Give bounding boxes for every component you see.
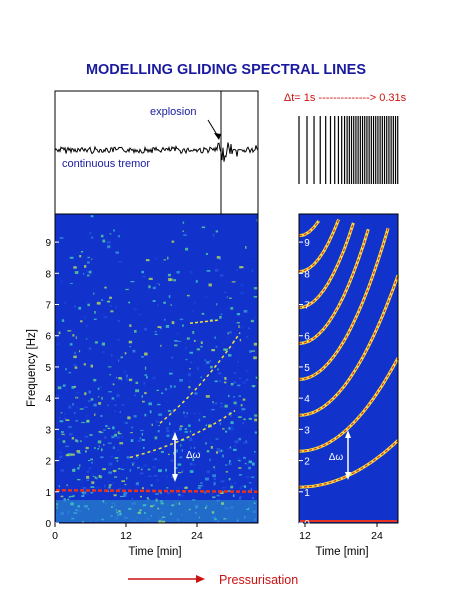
- y-tick-label: 9: [45, 238, 51, 249]
- y-tick-label: 2: [45, 457, 51, 468]
- y-tick-label: 0: [304, 519, 310, 530]
- y-tick-label: 5: [304, 363, 310, 374]
- y-tick-label: 3: [45, 425, 51, 436]
- seismogram-trace: [54, 142, 259, 162]
- y-tick-label: 4: [45, 394, 51, 405]
- x-tick-label: 12: [299, 530, 311, 542]
- y-tick-label: 6: [304, 332, 310, 343]
- x-tick-label: 12: [120, 530, 132, 542]
- model-harmonic-core: [298, 222, 354, 309]
- right-x-axis-label: Time [min]: [315, 546, 368, 558]
- left-delta-omega-label: Δω: [186, 450, 201, 461]
- pressurisation-indicator: Pressurisation: [128, 573, 298, 587]
- pressurisation-label: Pressurisation: [219, 573, 298, 587]
- x-tick-label: 0: [52, 530, 58, 542]
- y-tick-label: 2: [304, 457, 310, 468]
- y-tick-label: 9: [304, 238, 310, 249]
- left-y-axis-label: Frequency [Hz]: [26, 329, 38, 407]
- y-tick-label: 7: [304, 301, 310, 312]
- delta-t-label: Δt= 1s --------------> 0.31s: [284, 92, 407, 104]
- y-tick-label: 7: [45, 301, 51, 312]
- left-fundamental-line: [55, 488, 259, 494]
- left-harmonic-line: [159, 332, 241, 424]
- model-harmonic-core: [298, 229, 369, 345]
- model-harmonic-core: [298, 275, 399, 416]
- seismogram-panel: explosion continuous tremor: [54, 90, 259, 215]
- model-harmonic-core: [298, 219, 340, 273]
- y-tick-label: 3: [304, 425, 310, 436]
- y-tick-label: 1: [304, 488, 310, 499]
- left-x-axis-label: Time [min]: [128, 546, 181, 558]
- y-tick-label: 5: [45, 363, 51, 374]
- tremor-label: continuous tremor: [62, 158, 150, 170]
- explosion-arrow-head: [214, 133, 221, 140]
- y-tick-label: 1: [45, 488, 51, 499]
- right-delta-omega-label: Δω: [329, 452, 344, 463]
- explosion-label: explosion: [150, 106, 196, 118]
- y-tick-label: 6: [45, 332, 51, 343]
- pulse-train-panel: [298, 116, 399, 184]
- y-tick-label: 8: [304, 269, 310, 280]
- y-tick-label: 8: [45, 269, 51, 280]
- y-tick-label: 4: [304, 394, 310, 405]
- figure-title: MODELLING GLIDING SPECTRAL LINES: [86, 62, 366, 78]
- x-tick-label: 24: [191, 530, 203, 542]
- left-harmonic-line: [129, 410, 236, 459]
- model-harmonic-core: [298, 228, 389, 380]
- x-tick-label: 24: [371, 530, 383, 542]
- pressurisation-arrow-head: [196, 575, 205, 583]
- y-tick-label: 0: [45, 519, 51, 530]
- model-harmonic-core: [298, 357, 399, 452]
- model-harmonic-core: [298, 220, 320, 237]
